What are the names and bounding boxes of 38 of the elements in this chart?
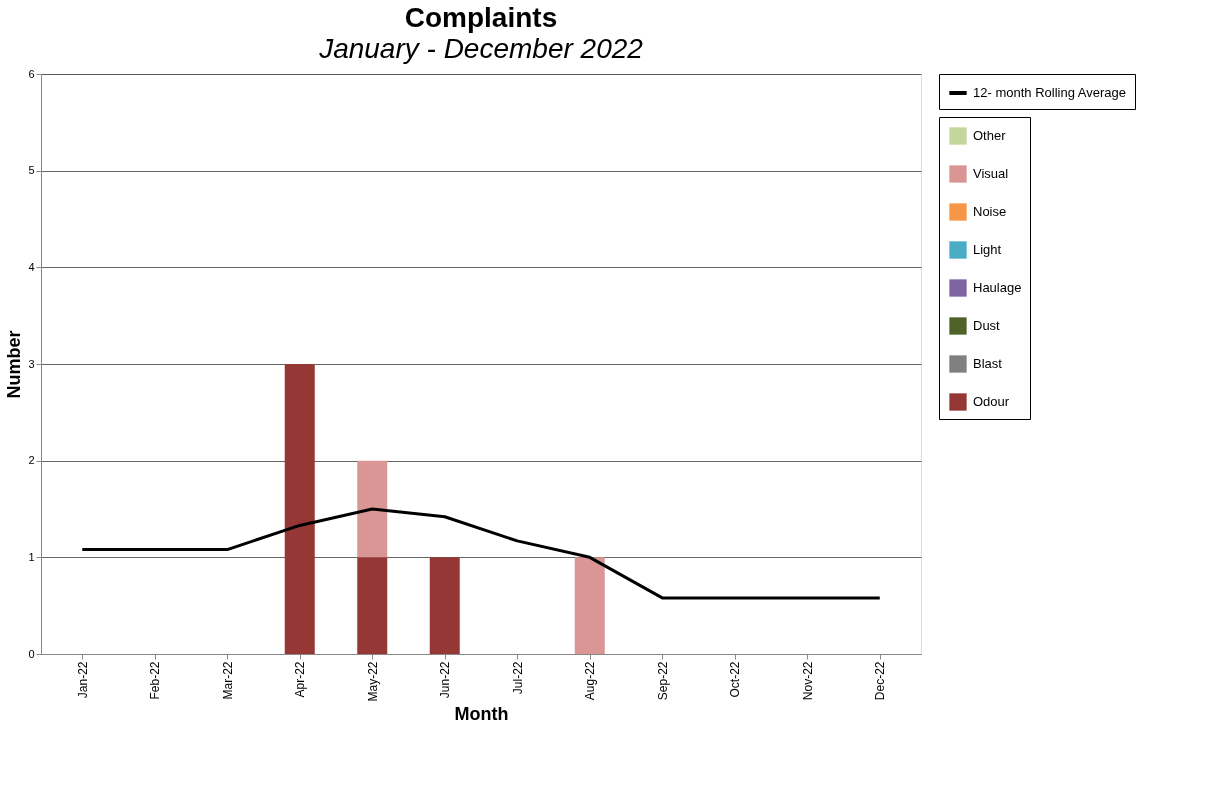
x-tick-label: Jul-22 bbox=[510, 661, 525, 695]
legend-label: Odour bbox=[973, 394, 1010, 409]
line-series bbox=[80, 507, 882, 600]
x-tick-label: Aug-22 bbox=[583, 661, 598, 701]
bar bbox=[574, 557, 605, 654]
legend-label: Noise bbox=[973, 204, 1007, 219]
x-tick-label: Feb-22 bbox=[148, 661, 163, 700]
x-tick-label: Nov-22 bbox=[800, 661, 815, 701]
legend-label: Other bbox=[973, 128, 1007, 143]
legend-label: Visual bbox=[973, 166, 1009, 181]
y-tick-label: 4 bbox=[28, 260, 35, 273]
legend-label: Haulage bbox=[973, 280, 1022, 295]
bar bbox=[429, 557, 460, 654]
y-tick-label: 3 bbox=[28, 357, 35, 370]
x-tick-label: Sep-22 bbox=[655, 661, 670, 701]
legend-label: 12- month Rolling Average bbox=[973, 85, 1126, 100]
x-tick-label: Jun-22 bbox=[438, 661, 453, 699]
bar bbox=[357, 460, 388, 558]
legend-label: Dust bbox=[973, 318, 1001, 333]
y-axis-title: Number bbox=[4, 330, 25, 399]
y-tick-label: 1 bbox=[28, 550, 35, 563]
x-axis-title: Month bbox=[454, 703, 509, 724]
y-tick-label: 5 bbox=[28, 164, 35, 177]
y-tick-label: 0 bbox=[28, 647, 35, 660]
x-tick-label: May-22 bbox=[365, 661, 380, 702]
x-tick-label: Oct-22 bbox=[728, 661, 743, 698]
chart-title: Complaints bbox=[404, 2, 558, 33]
legend-label: Blast bbox=[973, 356, 1003, 371]
x-tick-label: Mar-22 bbox=[220, 661, 235, 700]
y-tick-label: 6 bbox=[28, 67, 35, 80]
legend-label: Light bbox=[973, 242, 1002, 257]
x-tick-label: Apr-22 bbox=[293, 661, 308, 698]
chart-subtitle: January - December 2022 bbox=[318, 33, 644, 64]
x-tick-label: Jan-22 bbox=[75, 661, 90, 699]
bar bbox=[357, 557, 388, 654]
x-tick-label: Dec-22 bbox=[873, 661, 888, 701]
y-tick-label: 2 bbox=[28, 454, 35, 467]
bar bbox=[284, 364, 315, 654]
